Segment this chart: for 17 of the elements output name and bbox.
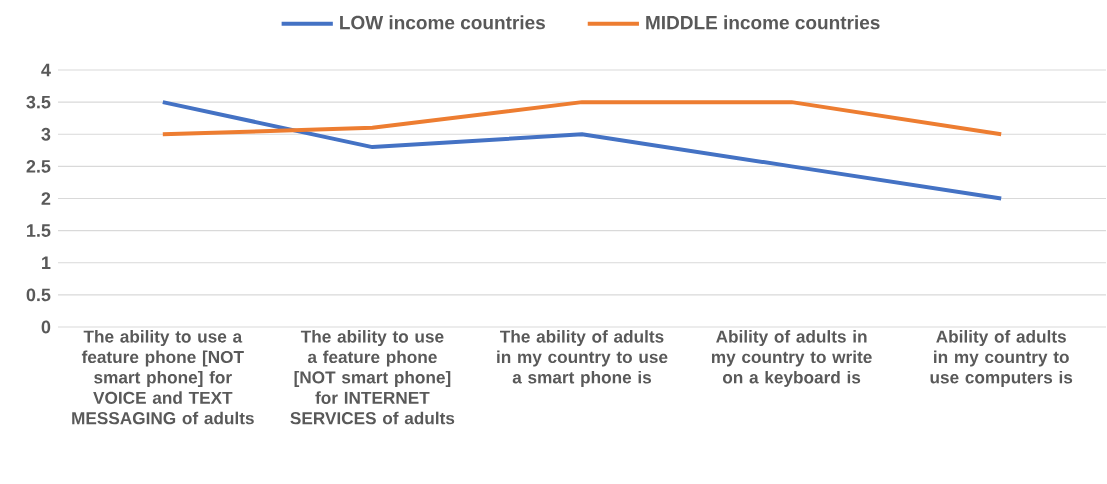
y-tick-label: 2.5 [26,160,51,173]
line-series [160,100,1004,201]
x-tick-label: Ability of adults in my country to use computers is [930,330,1073,387]
legend-label: MIDDLE income countries [646,15,880,30]
y-tick-label: 2 [41,192,51,205]
y-tick-label: 4 [41,63,51,77]
y-tick-label: 1 [42,256,51,269]
y-tick-label: 1.5 [27,224,51,237]
x-tick-label: The ability to use a feature phone [NOT smart phone] for INTERNET SERVICES of adults [290,330,455,425]
legend-label: LOW income countries [340,15,545,30]
x-tick-label: Ability of adults in my country to write on a keyboard is [711,330,872,387]
y-tick-label: 3 [41,127,51,141]
x-tick-label: The ability of adults in my country to use a smart phone is [497,330,668,387]
y-tick-label: 0.5 [26,288,51,302]
x-tick-label: The ability to use a feature phone [NOT smart phone] for VOICE and TEXT MESSAGING of adults [72,330,254,425]
y-tick-label: 0 [41,320,51,334]
y-tick-label: 3.5 [26,95,51,109]
